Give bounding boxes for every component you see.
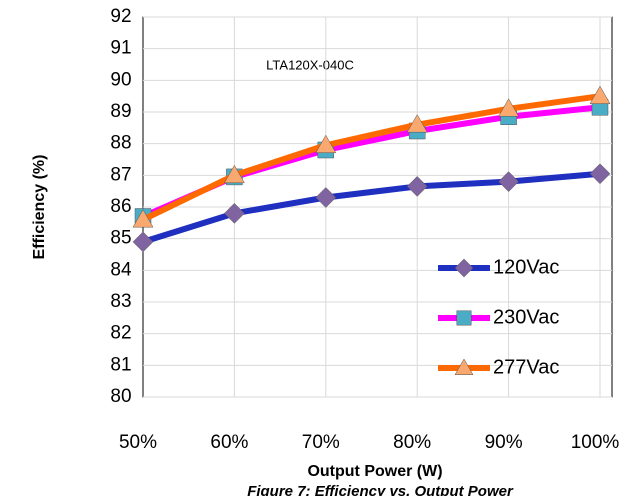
marker [406,114,428,133]
y-tick-label: 89 [110,101,131,122]
marker [132,231,154,253]
marker [454,358,474,375]
marker [315,187,337,208]
y-tick-label: 86 [110,196,131,217]
marker [589,85,611,104]
marker [315,134,337,153]
y-tick-label: 81 [110,354,131,375]
y-tick-label: 90 [110,69,131,90]
y-tick-label: 87 [110,164,131,185]
y-axis-label: Efficiency (%) [31,155,48,260]
y-tick-label: 85 [110,228,131,249]
x-axis-label: Output Power (W) [307,463,442,480]
x-tick-label: 70% [302,432,340,453]
marker [406,176,428,197]
x-tick-label: 90% [485,432,523,453]
marker [454,258,474,278]
x-tick-label: 60% [210,432,248,453]
marker [132,209,154,228]
caption: Figure 7: Efficiency vs. Output Power [247,483,514,496]
series-line [140,170,603,245]
y-tick-label: 88 [110,133,131,154]
marker [224,202,245,224]
legend-label: 120Vac [493,256,559,278]
y-tick-label: 80 [110,386,131,407]
x-tick-label: 80% [393,432,431,453]
marker [498,98,520,117]
marker [498,171,519,193]
marker [223,164,245,184]
marker [589,163,611,185]
x-tick-label: 100% [571,432,620,453]
y-tick-label: 92 [110,6,131,27]
y-tick-label: 83 [110,291,131,312]
annotation: LTA120X-040C [266,57,354,72]
y-tick-label: 82 [110,323,131,344]
legend-label: 230Vac [493,306,559,328]
x-tick-label: 50% [119,432,157,453]
marker [456,310,472,326]
legend-label: 277Vac [493,356,559,378]
series-line [140,93,603,223]
y-tick-label: 84 [110,259,132,280]
y-tick-label: 91 [110,38,131,59]
